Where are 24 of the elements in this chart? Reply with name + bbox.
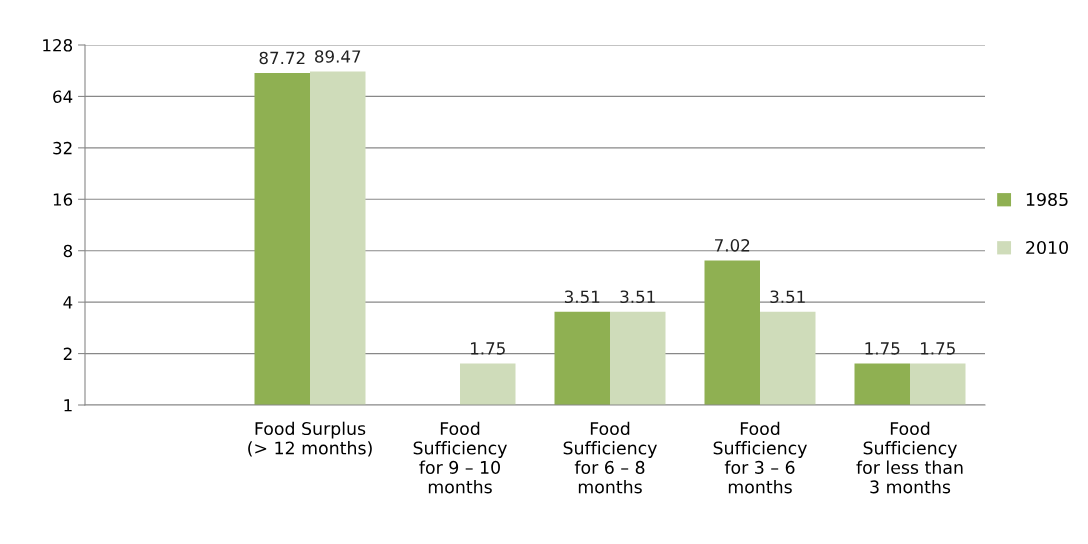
y-tick-label: 128 — [43, 38, 73, 52]
data-label: 87.72 — [259, 51, 305, 65]
x-tick-label: Food Sufficiency for 3 – 6 months — [713, 421, 807, 494]
x-tick-label: Food Sufficiency for 6 – 8 months — [563, 421, 657, 494]
data-label: 3.51 — [770, 290, 805, 304]
data-label: 1.75 — [865, 342, 900, 355]
x-tick-label: Food Surplus (> 12 months) — [248, 421, 372, 457]
data-label: 1.75 — [471, 342, 505, 355]
y-tick-label: 1 — [64, 399, 72, 412]
data-label: 7.02 — [715, 239, 750, 252]
legend-label: 2010 — [1026, 240, 1068, 255]
data-label: 3.51 — [620, 290, 655, 304]
y-tick-label: 16 — [53, 193, 73, 206]
data-label: 3.51 — [564, 290, 600, 304]
x-tick-label: Food Sufficiency for 9 – 10 months — [413, 421, 507, 494]
x-tick-label: Food Sufficiency for less than 3 months — [856, 421, 963, 494]
y-tick-label: 4 — [63, 296, 73, 309]
y-tick-label: 2 — [63, 347, 72, 360]
y-tick-label: 32 — [53, 141, 72, 155]
data-label: 1.75 — [921, 342, 955, 355]
legend-label: 1985 — [1026, 192, 1068, 207]
y-tick-label: 64 — [53, 90, 73, 103]
y-tick-label: 8 — [63, 244, 73, 258]
data-label: 89.47 — [315, 50, 361, 63]
